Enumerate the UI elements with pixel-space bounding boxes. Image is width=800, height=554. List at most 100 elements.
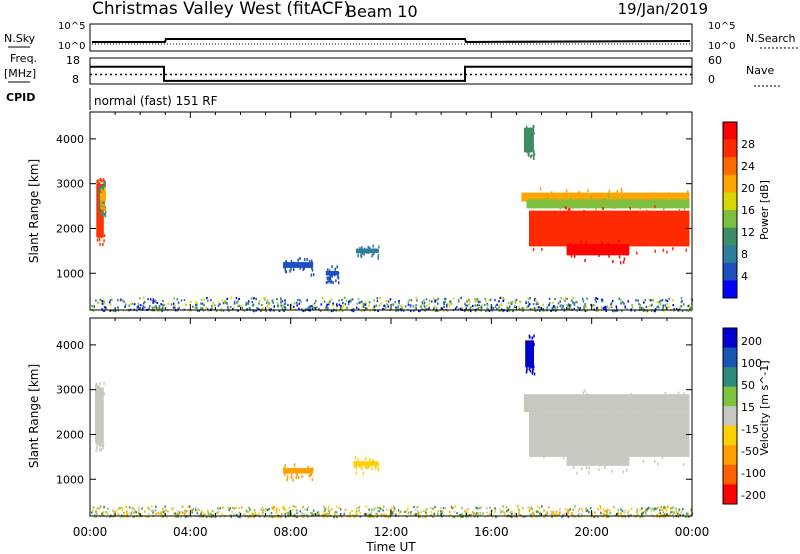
vel-echo-speckle <box>95 449 98 453</box>
power-echo-speckle <box>329 280 332 284</box>
vel-ytick-label: 4000 <box>56 339 84 352</box>
power-ground-scatter <box>200 302 202 305</box>
vel-echo-speckle <box>599 463 601 467</box>
power-ground-scatter <box>566 304 568 307</box>
vel-echo-speckle <box>296 473 298 477</box>
vel-echo-speckle <box>582 393 585 397</box>
power-ground-scatter <box>457 308 460 311</box>
power-ground-scatter <box>576 306 579 309</box>
vel-ground-scatter <box>407 506 409 510</box>
power-echo-speckle <box>373 252 375 256</box>
vel-ground-scatter <box>654 507 657 511</box>
vel-ground-scatter <box>272 515 275 519</box>
power-ground-scatter <box>689 306 692 310</box>
vel-ground-scatter <box>493 510 496 513</box>
power-echo-speckle <box>103 187 106 191</box>
power-colorbar-tick: 12 <box>741 226 755 239</box>
power-echo-speckle <box>594 199 597 203</box>
vel-ground-scatter <box>660 506 662 509</box>
power-ground-scatter <box>614 309 616 312</box>
vel-echo-speckle <box>357 458 359 462</box>
power-ground-scatter <box>306 307 309 310</box>
power-ground-scatter <box>155 299 157 302</box>
vel-ground-scatter <box>494 510 497 513</box>
power-echo-speckle <box>100 235 103 239</box>
power-ground-scatter <box>563 308 565 311</box>
power-ground-scatter <box>677 309 679 312</box>
power-echo-speckle <box>620 187 623 191</box>
power-echo-speckle <box>668 192 670 196</box>
x-tick-label: 12:00 <box>374 525 409 539</box>
power-ground-scatter <box>470 305 472 309</box>
power-echo-speckle <box>105 210 107 214</box>
power-ground-scatter <box>679 305 682 308</box>
power-ground-scatter <box>162 299 164 302</box>
vel-ground-scatter <box>450 505 453 508</box>
vel-ground-scatter <box>479 513 482 516</box>
power-ground-scatter <box>160 303 163 306</box>
vel-echo-speckle <box>639 413 641 416</box>
power-ground-scatter <box>601 306 603 309</box>
power-ground-scatter <box>559 304 562 308</box>
power-ground-scatter <box>565 297 567 300</box>
power-ground-scatter <box>498 309 501 312</box>
power-ground-scatter <box>649 299 652 302</box>
power-echo-speckle <box>567 208 570 212</box>
power-echo-speckle <box>532 130 534 134</box>
vel-echo-speckle <box>576 471 578 475</box>
vel-echo-speckle <box>525 370 528 374</box>
vel-echo-speckle <box>528 367 531 371</box>
vel-ground-scatter <box>344 508 347 511</box>
power-ground-scatter <box>195 306 197 309</box>
vel-echo-speckle <box>311 467 313 471</box>
vel-ground-scatter <box>287 513 289 516</box>
power-echo-speckle <box>99 207 101 211</box>
power-ground-scatter <box>583 307 585 310</box>
power-ground-scatter <box>474 298 476 301</box>
power-ground-scatter <box>252 297 254 300</box>
power-ground-scatter <box>355 306 358 309</box>
power-echo-speckle <box>101 179 103 183</box>
power-echo-speckle <box>311 259 313 263</box>
power-ground-scatter <box>387 300 390 303</box>
vel-ground-scatter <box>557 513 559 516</box>
power-echo-region <box>521 192 690 202</box>
power-ground-scatter <box>494 305 497 308</box>
power-ground-scatter <box>109 309 112 312</box>
power-ground-scatter <box>681 310 684 313</box>
vel-echo-speckle <box>297 476 300 480</box>
vel-ground-scatter <box>125 512 128 515</box>
power-ground-scatter <box>215 309 218 312</box>
power-ground-scatter <box>345 307 348 310</box>
power-ground-scatter <box>153 305 156 308</box>
power-ground-scatter <box>527 301 530 304</box>
vel-ground-scatter <box>219 516 222 519</box>
vel-ground-scatter <box>511 515 514 519</box>
vel-ground-scatter <box>261 506 264 509</box>
power-ground-scatter <box>415 296 417 299</box>
power-echo-speckle <box>601 245 604 249</box>
power-ground-scatter <box>183 298 186 302</box>
vel-ground-scatter <box>348 513 351 516</box>
vel-ground-scatter <box>351 509 353 512</box>
power-ground-scatter <box>247 302 249 305</box>
power-echo-speckle <box>367 250 370 254</box>
power-ground-scatter <box>136 306 138 309</box>
power-echo-speckle <box>100 178 102 182</box>
vel-ground-scatter <box>287 511 289 514</box>
power-ground-scatter <box>237 300 239 303</box>
vel-ground-scatter <box>122 515 124 519</box>
vel-echo-speckle <box>99 444 102 447</box>
power-ground-scatter <box>387 303 389 306</box>
power-echo-speckle <box>580 239 583 243</box>
vel-ground-scatter <box>278 516 280 519</box>
vel-ground-scatter <box>562 513 565 516</box>
power-ground-scatter <box>394 301 396 304</box>
vel-echo-speckle <box>582 391 585 395</box>
vel-ground-scatter <box>424 515 426 518</box>
vel-ground-scatter <box>469 515 472 518</box>
power-ground-scatter <box>498 300 500 303</box>
power-echo-speckle <box>561 193 563 197</box>
power-ground-scatter <box>511 310 514 313</box>
power-ground-scatter <box>572 301 574 304</box>
